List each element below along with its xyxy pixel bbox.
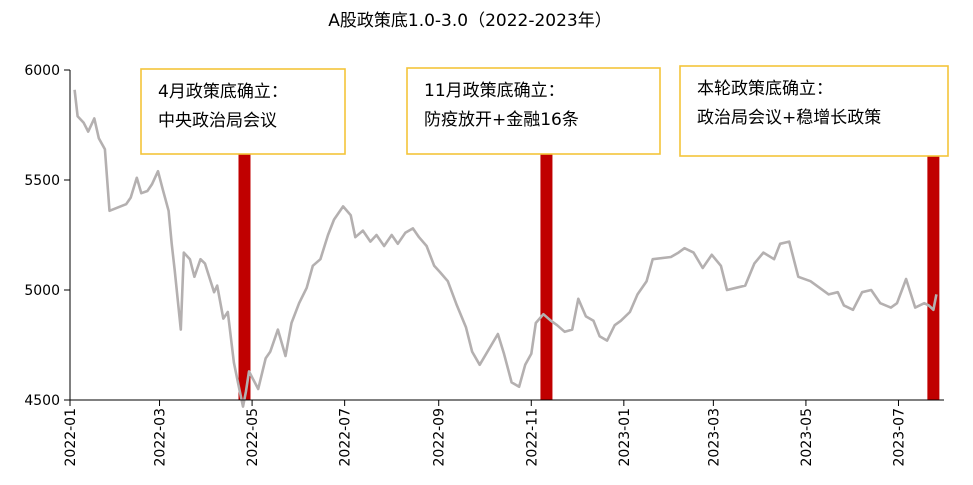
annotation-line-1: 本轮政策底确立： bbox=[697, 79, 833, 99]
x-tick-label: 2023-05 bbox=[799, 408, 815, 467]
y-tick-label: 4500 bbox=[24, 393, 60, 409]
annotation-line-1: 11月政策底确立： bbox=[424, 81, 565, 101]
annotation-layer: 4月政策底确立： 中央政治局会议 11月政策底确立： 防疫放开+金融16条 本轮政策底确… bbox=[140, 65, 949, 157]
annotation-line-2: 政治局会议+稳增长政策 bbox=[697, 108, 881, 128]
series-line-1 bbox=[73, 89, 938, 408]
axes-layer: 4500 5000 5500 6000 2022-01 2022-03 2022-05 202… bbox=[24, 63, 944, 467]
y-tick-label: 6000 bbox=[24, 63, 60, 79]
x-tick-label: 2022-11 bbox=[524, 408, 540, 467]
x-tick-label: 2023-03 bbox=[706, 408, 722, 467]
x-tick-label: 2022-05 bbox=[245, 408, 261, 467]
x-tick-label: 2023-01 bbox=[617, 408, 633, 467]
annotation-line-1: 4月政策底确立： bbox=[158, 82, 288, 102]
x-tick-label: 2022-09 bbox=[432, 408, 448, 467]
x-tick-label: 2022-01 bbox=[63, 408, 79, 467]
annotation-line-2: 防疫放开+金融16条 bbox=[424, 110, 579, 130]
y-tick-label: 5000 bbox=[24, 283, 60, 299]
chart-title: A股政策底1.0-3.0（2022-2023年） bbox=[328, 11, 612, 31]
annotation-box-3 bbox=[679, 65, 949, 157]
x-tick-label: 2022-03 bbox=[153, 408, 169, 467]
annotation-line-2: 中央政治局会议 bbox=[158, 111, 277, 131]
series-line-layer bbox=[73, 89, 938, 408]
y-tick-label: 5500 bbox=[24, 173, 60, 189]
annotation-box-1 bbox=[140, 68, 346, 155]
x-tick-label: 2023-07 bbox=[892, 408, 908, 467]
annotation-box-2 bbox=[406, 67, 661, 155]
x-tick-label: 2022-07 bbox=[338, 408, 354, 467]
